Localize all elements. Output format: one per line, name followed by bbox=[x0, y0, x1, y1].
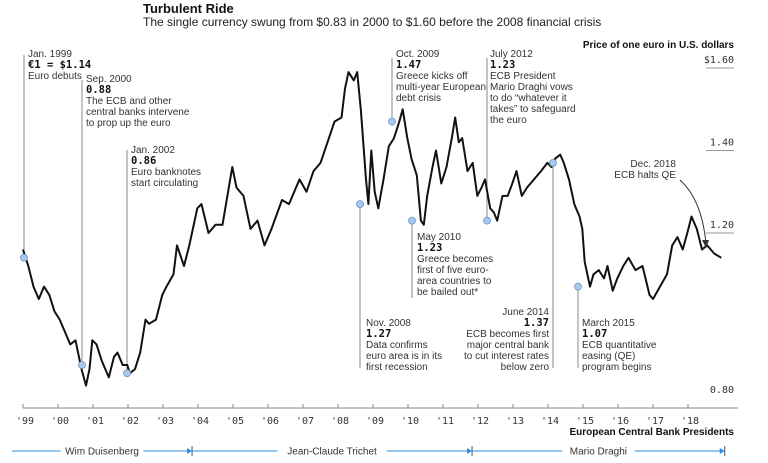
annotation-marker bbox=[78, 361, 86, 369]
annotation-text: multi-year European bbox=[396, 82, 486, 93]
annotation-text: Data confirms bbox=[366, 340, 428, 351]
annotation-date: June 2014 bbox=[502, 307, 549, 318]
y-tick-label: 1.40 bbox=[710, 138, 734, 149]
annotation-date: March 2015 bbox=[582, 318, 635, 329]
annotation-text: Euro banknotes bbox=[131, 167, 201, 178]
x-tick-label: '01 bbox=[86, 416, 104, 427]
annotation-text: first of five euro- bbox=[417, 265, 489, 276]
annotation-date: Dec. 2018 bbox=[630, 159, 676, 170]
annotation-text: debt crisis bbox=[396, 93, 441, 104]
annotation-text: first recession bbox=[366, 362, 428, 373]
x-tick-label: '15 bbox=[576, 416, 594, 427]
x-tick-label: '14 bbox=[541, 416, 559, 427]
annotation-marker bbox=[20, 253, 28, 262]
annotation-date: Jan. 1999 bbox=[28, 49, 72, 60]
x-tick-label: '04 bbox=[191, 416, 209, 427]
annotation-marker bbox=[574, 282, 582, 291]
annotation-text: euro area is in its bbox=[366, 351, 442, 362]
x-tick-label: '10 bbox=[401, 416, 419, 427]
euro-dollar-line bbox=[22, 71, 722, 387]
annotation-text: the euro bbox=[490, 115, 527, 126]
annotation-value: 1.23 bbox=[490, 59, 515, 71]
arrow-head-icon bbox=[702, 240, 709, 248]
annotation-text: to prop up the euro bbox=[86, 118, 171, 129]
annotation-text: be bailed out* bbox=[417, 287, 478, 298]
x-tick-label: '03 bbox=[156, 416, 174, 427]
president-name: Jean-Claude Trichet bbox=[287, 447, 377, 458]
annotation-arrow bbox=[679, 179, 707, 245]
annotation-text: ECB halts QE bbox=[614, 170, 676, 181]
annotation-text: takes” to safeguard bbox=[490, 104, 576, 115]
annotation-text: below zero bbox=[501, 362, 550, 373]
y-tick-label: $1.60 bbox=[704, 55, 734, 66]
annotation-value: 0.86 bbox=[131, 155, 156, 167]
arrow-right-icon bbox=[719, 448, 725, 454]
annotation-marker bbox=[388, 117, 396, 126]
x-tick-label: '02 bbox=[121, 416, 139, 427]
x-tick-label: '08 bbox=[331, 416, 349, 427]
x-tick-label: '18 bbox=[681, 416, 699, 427]
annotation-text: ECB becomes first bbox=[466, 329, 549, 340]
chart-subtitle: The single currency swung from $0.83 in … bbox=[143, 15, 602, 29]
annotation-text: central banks intervene bbox=[86, 107, 190, 118]
y-tick-label: 1.20 bbox=[710, 220, 734, 231]
y-axis-label: Price of one euro in U.S. dollars bbox=[583, 40, 735, 51]
x-tick-label: '09 bbox=[366, 416, 384, 427]
annotation-date: Sep. 2000 bbox=[86, 74, 132, 85]
x-tick-label: '99 bbox=[16, 416, 34, 427]
x-tick-label: '00 bbox=[51, 416, 69, 427]
y-tick-label: 0.80 bbox=[710, 385, 734, 396]
x-tick-label: '11 bbox=[436, 416, 454, 427]
annotation-text: Greece kicks off bbox=[396, 71, 468, 82]
annotation-text: The ECB and other bbox=[86, 96, 172, 107]
annotation-value: 0.88 bbox=[86, 84, 111, 96]
annotation-text: start circulating bbox=[131, 178, 198, 189]
annotation-text: ECB President bbox=[490, 71, 556, 82]
president-name: Wim Duisenberg bbox=[65, 447, 139, 458]
x-tick-label: '07 bbox=[296, 416, 314, 427]
x-tick-label: '05 bbox=[226, 416, 244, 427]
arrow-right-icon bbox=[467, 448, 473, 454]
x-tick-label: '17 bbox=[646, 416, 664, 427]
annotation-text: Euro debuts bbox=[28, 71, 82, 82]
annotation-date: Nov. 2008 bbox=[366, 318, 411, 329]
annotation-text: Mario Draghi vows bbox=[490, 82, 573, 93]
annotation-value: €1 = $1.14 bbox=[28, 59, 91, 71]
annotation-value: 1.27 bbox=[366, 328, 391, 340]
annotation-text: ECB quantitative bbox=[582, 340, 657, 351]
annotation-date: May 2010 bbox=[417, 232, 461, 243]
annotation-text: to cut interest rates bbox=[464, 351, 549, 362]
arrow-right-icon bbox=[187, 448, 193, 454]
annotation-date: July 2012 bbox=[490, 49, 533, 60]
chart-title: Turbulent Ride bbox=[143, 1, 234, 16]
annotation-value: 1.47 bbox=[396, 59, 421, 71]
x-tick-label: '06 bbox=[261, 416, 279, 427]
annotation-text: program begins bbox=[582, 362, 651, 373]
annotation-marker bbox=[483, 216, 491, 225]
annotation-text: to do “whatever it bbox=[490, 93, 567, 104]
annotation-marker bbox=[356, 200, 364, 209]
annotation-value: 1.37 bbox=[524, 317, 549, 329]
annotation-text: major central bank bbox=[467, 340, 550, 351]
x-tick-label: '12 bbox=[471, 416, 489, 427]
annotation-marker bbox=[123, 369, 131, 378]
annotation-marker bbox=[408, 216, 416, 225]
annotation-marker bbox=[549, 158, 557, 167]
annotation-text: Greece becomes bbox=[417, 254, 493, 265]
x-tick-label: '13 bbox=[506, 416, 524, 427]
annotation-value: 1.23 bbox=[417, 242, 442, 254]
annotation-text: easing (QE) bbox=[582, 351, 635, 362]
presidents-title: European Central Bank Presidents bbox=[570, 427, 735, 438]
president-name: Mario Draghi bbox=[570, 447, 627, 458]
annotation-date: Oct. 2009 bbox=[396, 49, 440, 60]
annotation-text: area countries to bbox=[417, 276, 492, 287]
annotation-value: 1.07 bbox=[582, 328, 607, 340]
annotation-date: Jan. 2002 bbox=[131, 145, 175, 156]
x-tick-label: '16 bbox=[611, 416, 629, 427]
